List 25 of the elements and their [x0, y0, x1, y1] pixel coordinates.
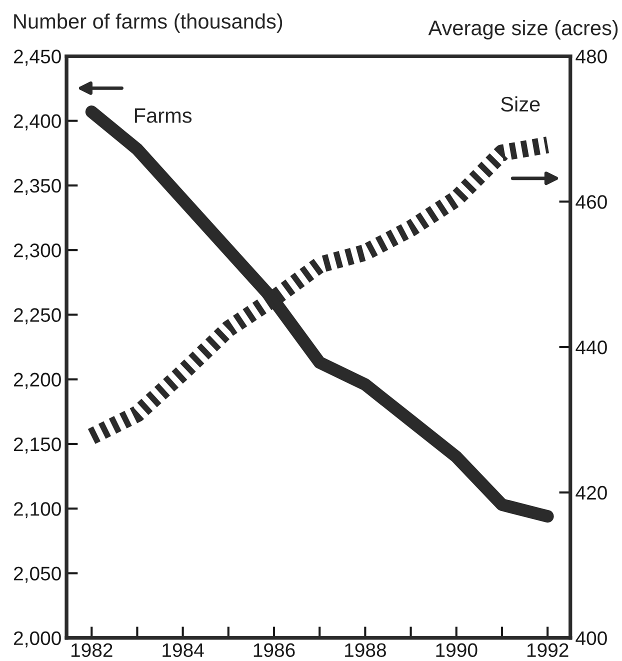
x-tick-label: 1982 [71, 643, 112, 658]
y-tick-label: 2,000 [14, 631, 61, 648]
y2-tick-label: 420 [576, 486, 607, 500]
y2-axis-title: Average size (acres) [428, 20, 618, 40]
y-tick-label: 2,450 [14, 50, 61, 66]
x-tick-label: 1992 [527, 643, 568, 658]
y2-tick-label: 400 [576, 631, 607, 646]
y2-tick-label: 480 [576, 50, 607, 64]
y-tick-label: 2,150 [14, 437, 61, 454]
y-axis-title: Number of farms (thousands) [14, 13, 282, 33]
y-tick-label: 2,400 [14, 114, 61, 130]
series-label: Size [501, 96, 540, 112]
x-tick-label: 1986 [254, 643, 295, 658]
x-tick-label: 1990 [436, 643, 478, 658]
series-label: Farms [135, 108, 192, 123]
x-tick-label: 1984 [162, 643, 204, 658]
x-tick-label: 1988 [345, 643, 386, 658]
y2-tick-label: 440 [576, 340, 607, 354]
y2-tick-label: 460 [576, 195, 607, 209]
y-tick-label: 2,100 [14, 502, 61, 518]
y-tick-label: 2,250 [14, 308, 61, 324]
y-tick-label: 2,200 [14, 372, 61, 389]
y-tick-label: 2,300 [14, 244, 61, 260]
y-tick-label: 2,050 [14, 566, 61, 583]
y-tick-label: 2,350 [14, 178, 61, 195]
